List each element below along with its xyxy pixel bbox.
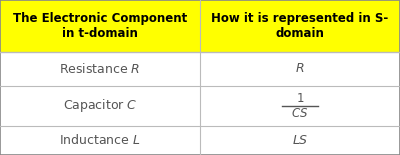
Bar [0,0,200,52]
Text: $LS$: $LS$ [292,134,308,147]
Bar [0,86,200,126]
Text: $R$: $R$ [295,62,305,75]
Bar [200,86,400,126]
Bar [200,0,400,52]
Bar [200,52,400,86]
Text: How it is represented in S-
domain: How it is represented in S- domain [211,12,389,40]
Bar [0,126,200,155]
Text: Capacitor $\mathit{C}$: Capacitor $\mathit{C}$ [63,97,137,115]
Bar [200,126,400,155]
Text: The Electronic Component
in t-domain: The Electronic Component in t-domain [13,12,187,40]
Text: Resistance $\mathit{R}$: Resistance $\mathit{R}$ [59,62,141,76]
Text: Inductance $\mathit{L}$: Inductance $\mathit{L}$ [59,133,141,148]
Text: $CS$: $CS$ [291,107,309,120]
Bar [0,52,200,86]
Text: $1$: $1$ [296,92,304,105]
